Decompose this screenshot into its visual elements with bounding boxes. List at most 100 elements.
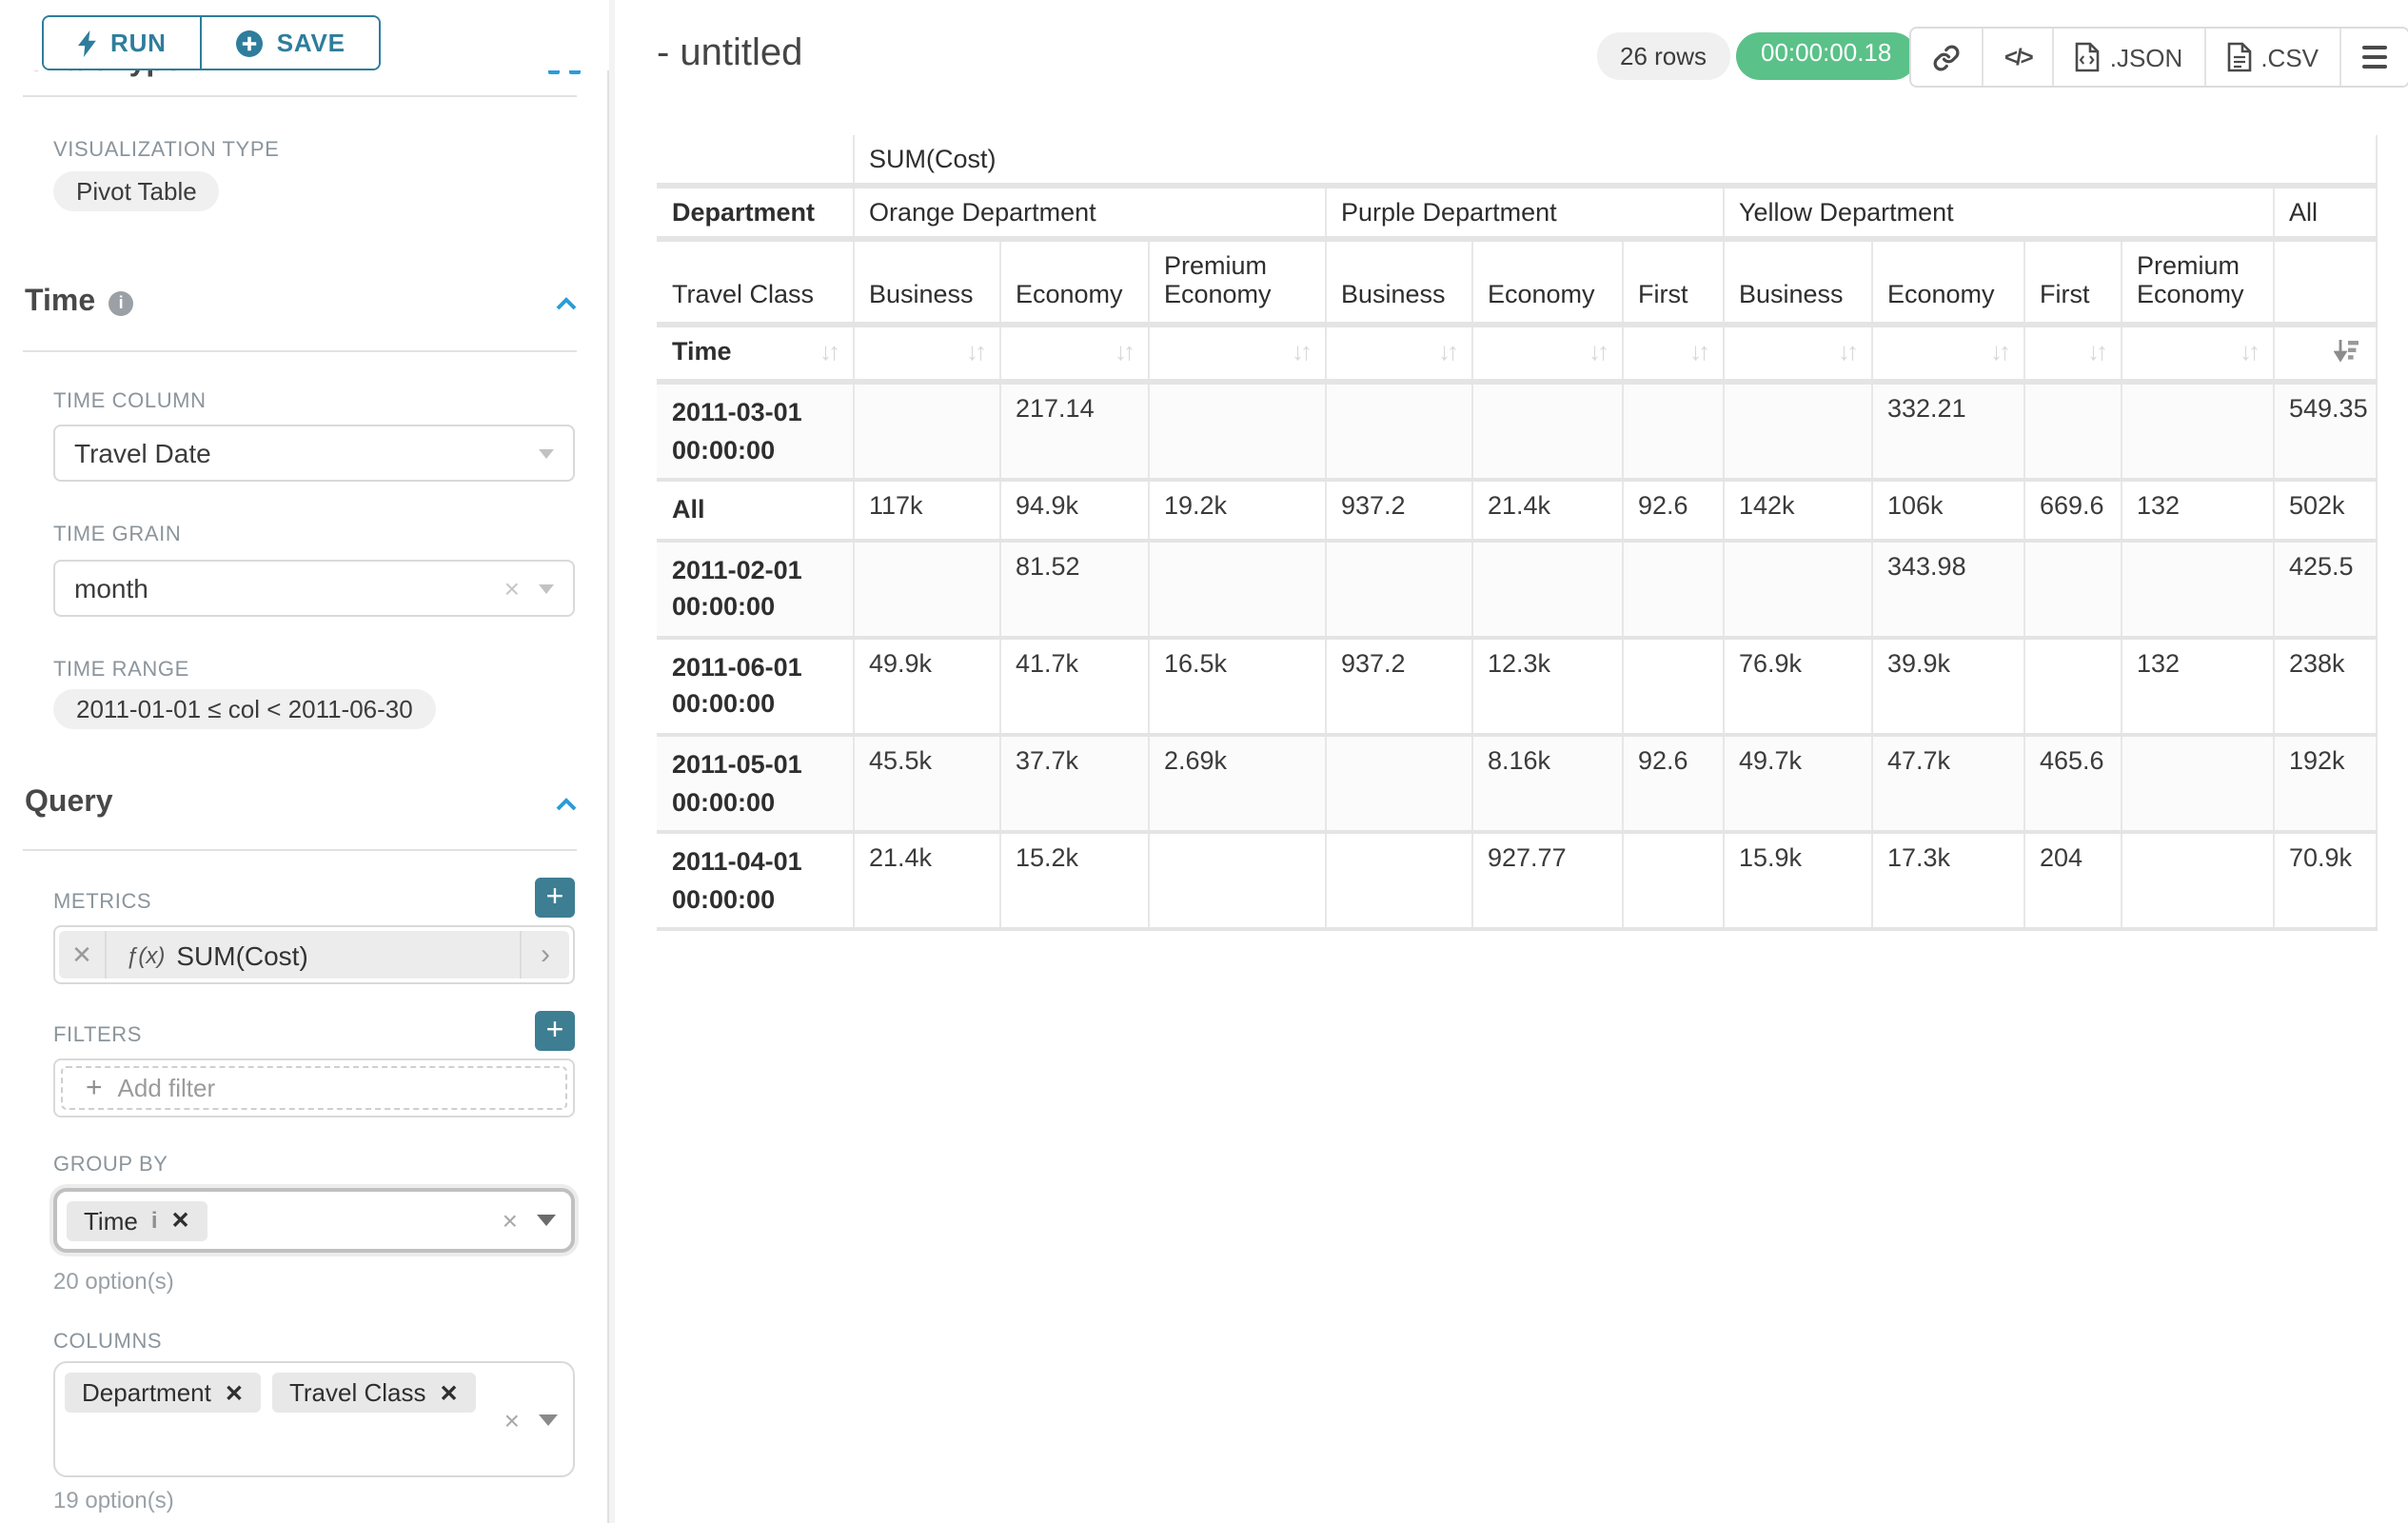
sort-cell: ↓↑ — [1148, 325, 1326, 385]
chevron-down-icon[interactable] — [537, 1215, 556, 1226]
sort-toggle-icon[interactable]: ↓↑ — [1115, 337, 1135, 366]
time-dim-flex: Time ↓↑ — [672, 337, 840, 366]
sort-toggle-icon[interactable]: ↓↑ — [966, 337, 987, 366]
columns-select[interactable]: Department ✕ Travel Class ✕ × — [53, 1361, 575, 1477]
table-row: All 117k 94.9k 19.2k 937.2 21.4k 92.6 142k 106k 6… — [657, 480, 2378, 543]
time-section-header: Time i — [25, 286, 577, 320]
sort-toggle-icon[interactable]: ↓↑ — [1292, 337, 1313, 366]
clipped-icon — [548, 69, 560, 74]
department-group-cell: Orange Department — [853, 186, 1326, 242]
sort-toggle-icon[interactable]: ↓↑ — [1838, 337, 1859, 366]
json-file-icon — [2076, 42, 2101, 72]
table-cell — [1622, 832, 1724, 932]
travel-class-cell: Premium Economy — [2121, 239, 2274, 327]
columns-chip[interactable]: Department ✕ — [65, 1373, 261, 1413]
sort-toggle-icon[interactable]: ↓↑ — [819, 337, 840, 366]
table-cell: 132 — [2121, 637, 2274, 737]
query-section-header: Query — [25, 786, 577, 821]
viz-type-label: VISUALIZATION TYPE — [53, 139, 280, 162]
chart-title[interactable]: - untitled — [657, 32, 803, 74]
travel-class-cell: Business — [1723, 239, 1872, 327]
sort-toggle-icon[interactable]: ↓↑ — [1438, 337, 1459, 366]
time-column-label: TIME COLUMN — [53, 390, 207, 413]
sort-toggle-icon[interactable]: ↓↑ — [2240, 337, 2260, 366]
share-link-button[interactable] — [1911, 29, 1982, 86]
table-cell: 16.5k — [1148, 637, 1326, 737]
run-button[interactable]: RUN — [44, 17, 201, 69]
table-cell: 81.52 — [999, 540, 1149, 640]
viz-type-pill[interactable]: Pivot Table — [53, 171, 220, 211]
export-csv-button[interactable]: .CSV — [2203, 29, 2339, 86]
chevron-right-icon[interactable]: › — [520, 931, 569, 979]
chevron-down-icon — [539, 583, 554, 593]
table-cell — [1325, 382, 1472, 483]
section-divider — [23, 350, 577, 352]
table-cell — [2023, 637, 2122, 737]
info-icon[interactable]: i — [109, 290, 134, 315]
table-row: 2011-03-01 00:00:00 217.14 332.21 549.35 — [657, 382, 2378, 483]
sort-toggle-icon[interactable]: ↓↑ — [1689, 337, 1710, 366]
clipped-icon — [569, 69, 581, 74]
clear-icon[interactable]: × — [503, 573, 520, 603]
table-cell: 49.9k — [853, 637, 1000, 737]
table-cell — [1148, 540, 1326, 640]
columns-chip[interactable]: Travel Class ✕ — [271, 1373, 476, 1413]
sidebar-topbar: RUN SAVE — [0, 0, 609, 70]
add-metric-button[interactable]: + — [535, 878, 575, 918]
table-cell: 937.2 — [1325, 637, 1472, 737]
travel-class-cell: First — [2023, 239, 2122, 327]
group-by-select[interactable]: Time i ✕ × — [53, 1188, 575, 1253]
table-row: 2011-02-01 00:00:00 81.52 343.98 425.5 — [657, 540, 2378, 640]
table-cell — [1622, 382, 1724, 483]
time-grain-select[interactable]: month × — [53, 560, 575, 617]
add-filter-dropzone[interactable]: + Add filter — [61, 1066, 567, 1110]
chevron-up-icon[interactable] — [556, 296, 577, 309]
remove-chip-icon[interactable]: ✕ — [170, 1207, 190, 1234]
metric-chip[interactable]: ✕ ƒ(x) SUM(Cost) › — [59, 931, 569, 979]
clear-icon[interactable]: × — [503, 1404, 520, 1434]
table-cell: 21.4k — [1471, 480, 1623, 543]
add-filter-button[interactable]: + — [535, 1011, 575, 1051]
info-icon[interactable]: i — [150, 1207, 158, 1234]
table-cell — [853, 382, 1000, 483]
table-cell — [2023, 540, 2122, 640]
group-by-chip[interactable]: Time i ✕ — [67, 1200, 207, 1240]
remove-chip-icon[interactable]: ✕ — [439, 1379, 459, 1406]
table-cell — [1723, 540, 1872, 640]
table-cell: 92.6 — [1622, 480, 1724, 543]
table-cell — [853, 540, 1000, 640]
sort-toggle-icon[interactable]: ↓↑ — [1990, 337, 2011, 366]
menu-icon — [2362, 45, 2387, 69]
table-cell — [2121, 382, 2274, 483]
table-cell — [1622, 540, 1724, 640]
sort-toggle-icon[interactable]: ↓↑ — [2087, 337, 2108, 366]
table-cell: 2.69k — [1148, 734, 1326, 835]
embed-code-button[interactable]: </> — [1982, 29, 2053, 86]
remove-chip-icon[interactable]: ✕ — [224, 1379, 244, 1406]
chevron-down-icon[interactable] — [539, 1414, 558, 1425]
time-range-pill[interactable]: 2011-01-01 ≤ col < 2011-06-30 — [53, 689, 436, 729]
row-label: 2011-04-01 00:00:00 — [657, 832, 854, 932]
remove-metric-icon[interactable]: ✕ — [59, 931, 107, 979]
save-button[interactable]: SAVE — [200, 17, 380, 69]
export-json-button[interactable]: .JSON — [2052, 29, 2204, 86]
travel-class-header-row: Travel Class Business Economy Premium Econo… — [657, 239, 2378, 327]
sort-desc-active-icon[interactable] — [2332, 337, 2359, 369]
table-row: 2011-04-01 00:00:00 21.4k 15.2k 927.77 15.9k… — [657, 832, 2378, 932]
metric-header-cell: SUM(Cost) — [853, 135, 2378, 188]
time-column-select[interactable]: Travel Date — [53, 425, 575, 482]
table-cell — [2023, 382, 2122, 483]
chevron-up-icon[interactable] — [556, 797, 577, 810]
sort-toggle-icon[interactable]: ↓↑ — [1589, 337, 1609, 366]
clear-icon[interactable]: × — [502, 1205, 518, 1236]
menu-button[interactable] — [2339, 29, 2408, 86]
table-cell — [1723, 382, 1872, 483]
table-cell: 142k — [1723, 480, 1872, 543]
travel-class-cell: Premium Economy — [1148, 239, 1326, 327]
row-label: 2011-06-01 00:00:00 — [657, 637, 854, 737]
row-count-badge: 26 rows — [1597, 32, 1730, 80]
table-cell: 425.5 — [2273, 540, 2378, 640]
sort-cell: ↓↑ — [1871, 325, 2024, 385]
table-cell — [1325, 540, 1472, 640]
time-range-label: TIME RANGE — [53, 659, 189, 682]
